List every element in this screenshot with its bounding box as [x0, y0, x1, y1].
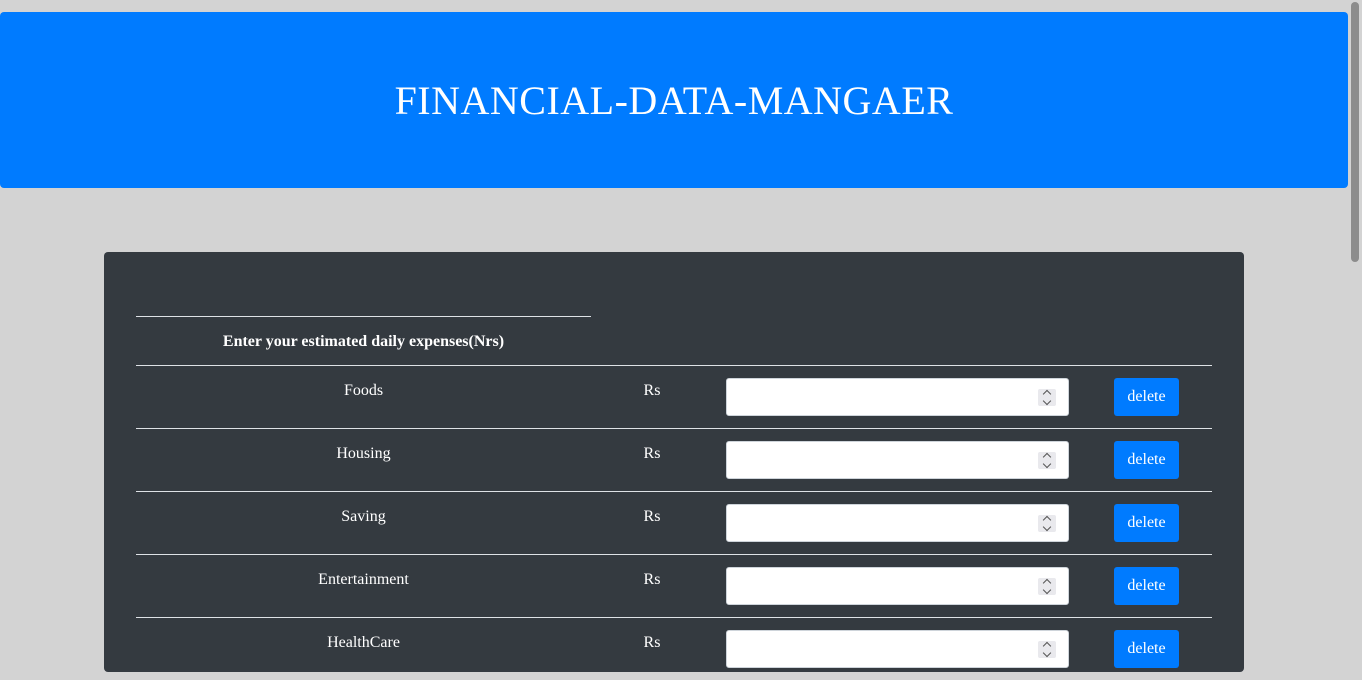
- currency-unit: Rs: [643, 571, 661, 588]
- expense-row-saving: Saving Rs delete: [136, 491, 1212, 554]
- delete-button-foods[interactable]: delete: [1114, 378, 1179, 416]
- chevron-down-icon[interactable]: [1042, 648, 1052, 658]
- chevron-down-icon[interactable]: [1042, 522, 1052, 532]
- number-spinner[interactable]: [1038, 515, 1056, 532]
- chevron-down-icon[interactable]: [1042, 459, 1052, 469]
- amount-input-saving[interactable]: [726, 504, 1069, 542]
- delete-button-healthcare[interactable]: delete: [1114, 630, 1179, 668]
- number-spinner[interactable]: [1038, 578, 1056, 595]
- expense-label: HealthCare: [327, 634, 400, 651]
- scrollbar-thumb[interactable]: [1351, 2, 1359, 262]
- delete-button-saving[interactable]: delete: [1114, 504, 1179, 542]
- number-spinner[interactable]: [1038, 641, 1056, 658]
- expense-row-entertainment: Entertainment Rs delete: [136, 554, 1212, 617]
- amount-input-healthcare[interactable]: [726, 630, 1069, 668]
- expense-row-healthcare: HealthCare Rs delete: [136, 617, 1212, 680]
- chevron-down-icon[interactable]: [1042, 585, 1052, 595]
- expense-row-foods: Foods Rs delete: [136, 365, 1212, 428]
- page-title: FINANCIAL-DATA-MANGAER: [394, 77, 954, 123]
- currency-unit: Rs: [643, 445, 661, 462]
- section-title: Enter your estimated daily expenses(Nrs): [222, 333, 505, 350]
- expenses-panel: Enter your estimated daily expenses(Nrs)…: [104, 252, 1244, 672]
- number-spinner[interactable]: [1038, 452, 1056, 469]
- expense-label: Housing: [336, 445, 391, 462]
- currency-unit: Rs: [643, 508, 661, 525]
- delete-button-entertainment[interactable]: delete: [1114, 567, 1179, 605]
- section-title-row: Enter your estimated daily expenses(Nrs): [136, 316, 591, 365]
- amount-input-foods[interactable]: [726, 378, 1069, 416]
- expense-label: Entertainment: [318, 571, 409, 588]
- chevron-down-icon[interactable]: [1042, 396, 1052, 406]
- delete-button-housing[interactable]: delete: [1114, 441, 1179, 479]
- expense-label: Saving: [341, 508, 386, 525]
- expense-row-housing: Housing Rs delete: [136, 428, 1212, 491]
- amount-input-housing[interactable]: [726, 441, 1069, 479]
- currency-unit: Rs: [643, 634, 661, 651]
- expense-rows: Foods Rs delete Housing Rs delete: [136, 365, 1212, 680]
- currency-unit: Rs: [643, 382, 661, 399]
- page-header: FINANCIAL-DATA-MANGAER: [0, 12, 1348, 188]
- number-spinner[interactable]: [1038, 389, 1056, 406]
- expense-label: Foods: [343, 382, 384, 399]
- vertical-scrollbar[interactable]: [1348, 0, 1362, 651]
- amount-input-entertainment[interactable]: [726, 567, 1069, 605]
